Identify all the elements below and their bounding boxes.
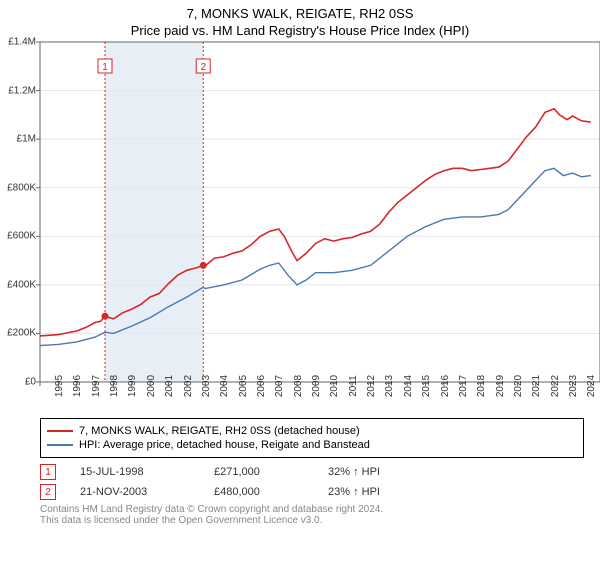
chart-titles: 7, MONKS WALK, REIGATE, RH2 0SS Price pa… xyxy=(0,6,600,38)
y-axis-tick-label: £1.2M xyxy=(8,85,36,96)
legend-label: HPI: Average price, detached house, Reig… xyxy=(79,439,370,451)
y-axis-tick-label: £400K xyxy=(7,279,36,290)
y-axis-tick-label: £200K xyxy=(7,328,36,339)
legend: 7, MONKS WALK, REIGATE, RH2 0SS (detache… xyxy=(40,418,584,458)
footer-line: Contains HM Land Registry data © Crown c… xyxy=(40,504,600,515)
svg-text:2: 2 xyxy=(200,62,206,73)
sales-table: 1 15-JUL-1998 £271,000 32% ↑ HPI 2 21-NO… xyxy=(40,464,600,500)
x-axis-tick-label: 2025 xyxy=(591,375,600,397)
chart-title-address: 7, MONKS WALK, REIGATE, RH2 0SS xyxy=(0,6,600,21)
footer-line: This data is licensed under the Open Gov… xyxy=(40,515,600,526)
svg-text:1: 1 xyxy=(102,62,108,73)
sale-price: £271,000 xyxy=(214,466,304,478)
legend-item: HPI: Average price, detached house, Reig… xyxy=(47,439,577,451)
legend-label: 7, MONKS WALK, REIGATE, RH2 0SS (detache… xyxy=(79,425,360,437)
sale-delta: 32% ↑ HPI xyxy=(328,466,380,478)
chart-svg: 12 xyxy=(40,42,600,382)
sale-delta: 23% ↑ HPI xyxy=(328,486,380,498)
legend-item: 7, MONKS WALK, REIGATE, RH2 0SS (detache… xyxy=(47,425,577,437)
y-axis-tick-label: £800K xyxy=(7,182,36,193)
chart-plot-area: 12 £0£200K£400K£600K£800K£1M£1.2M£1.4M19… xyxy=(40,42,600,382)
sales-row: 1 15-JUL-1998 £271,000 32% ↑ HPI xyxy=(40,464,600,480)
legend-swatch xyxy=(47,444,73,446)
sales-row: 2 21-NOV-2003 £480,000 23% ↑ HPI xyxy=(40,484,600,500)
chart-title-sub: Price paid vs. HM Land Registry's House … xyxy=(0,23,600,38)
sale-date: 21-NOV-2003 xyxy=(80,486,190,498)
sale-date: 15-JUL-1998 xyxy=(80,466,190,478)
y-axis-tick-label: £1.4M xyxy=(8,37,36,48)
y-axis-tick-label: £0 xyxy=(25,377,36,388)
footer-attribution: Contains HM Land Registry data © Crown c… xyxy=(40,504,600,526)
y-axis-tick-label: £1M xyxy=(17,134,36,145)
sale-marker-icon: 2 xyxy=(40,484,56,500)
y-axis-tick-label: £600K xyxy=(7,231,36,242)
legend-swatch xyxy=(47,430,73,432)
sale-price: £480,000 xyxy=(214,486,304,498)
sale-marker-icon: 1 xyxy=(40,464,56,480)
